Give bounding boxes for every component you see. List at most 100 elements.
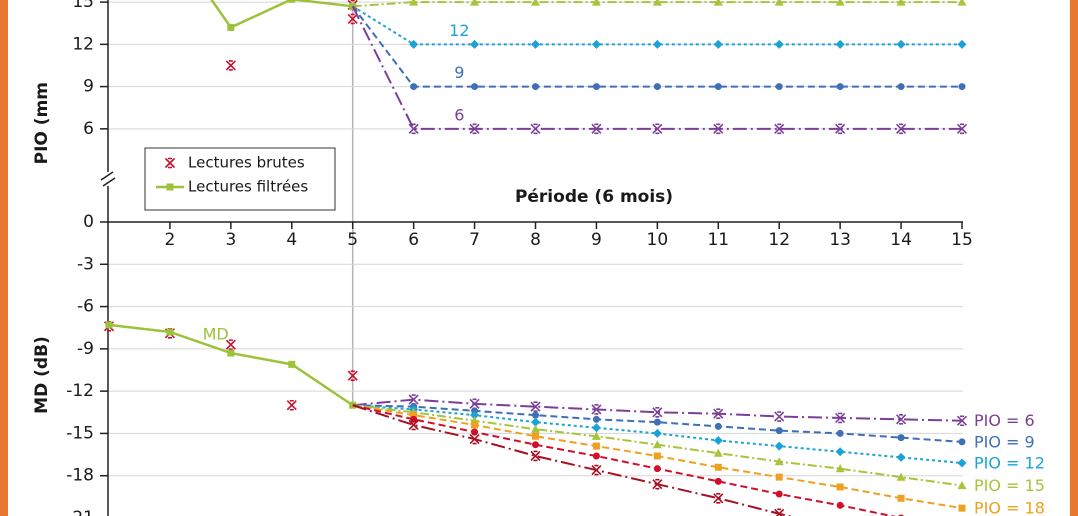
marker: [652, 478, 663, 490]
marker: [469, 398, 480, 410]
y-tick-label: 15: [72, 0, 94, 12]
series-line: [352, 398, 963, 422]
marker: [957, 481, 967, 490]
marker: [653, 418, 661, 426]
marker: [409, 0, 419, 6]
marker: [105, 321, 113, 329]
marker: [774, 508, 785, 516]
x-tick-label: 5: [347, 230, 358, 250]
marker: [774, 39, 784, 49]
marker: [409, 39, 419, 49]
marker: [166, 328, 174, 336]
marker: [532, 432, 539, 440]
series-label: 6: [454, 105, 464, 124]
series-label: 9: [454, 63, 464, 82]
marker: [896, 472, 906, 481]
y-tick-label: -6: [77, 297, 94, 317]
marker: [653, 83, 661, 91]
x-tick-label: 14: [890, 230, 912, 250]
marker: [775, 83, 783, 91]
marker: [592, 415, 600, 423]
marker: [531, 417, 540, 427]
marker: [835, 123, 846, 135]
legend-box: [144, 147, 336, 211]
x-tick-label: 15: [951, 230, 973, 250]
marker: [774, 411, 785, 422]
marker: [408, 394, 419, 405]
marker: [897, 434, 905, 442]
marker: [775, 490, 783, 498]
marker: [714, 463, 722, 471]
marker: [774, 457, 784, 466]
marker: [591, 404, 602, 415]
marker: [713, 123, 724, 135]
x-tick-label: 10: [647, 230, 669, 250]
series-label: PIO = 15: [974, 476, 1045, 495]
marker: [836, 483, 844, 491]
marker: [652, 406, 663, 418]
marker: [227, 349, 235, 357]
y-tick-label: -18: [66, 466, 94, 486]
series-line: [210, 0, 353, 30]
legend-label: Lectures filtrées: [188, 178, 308, 196]
marker: [531, 39, 540, 49]
marker: [713, 0, 723, 6]
marker: [956, 415, 968, 427]
y-tick-label: 9: [83, 77, 94, 97]
marker: [896, 452, 906, 462]
marker: [775, 473, 783, 481]
marker: [774, 0, 784, 6]
marker: [896, 123, 907, 135]
marker: [896, 39, 906, 49]
legend-label: Lectures brutes: [188, 154, 305, 172]
series-label: MD: [203, 324, 229, 343]
marker: [835, 39, 845, 49]
marker: [591, 423, 601, 433]
y-tick-label: 0: [83, 212, 94, 232]
marker: [531, 0, 540, 6]
x-tick-label: 13: [829, 230, 851, 250]
series-label: PIO = 18: [974, 499, 1045, 516]
y-axis-label: PIO (mm: [32, 82, 52, 164]
marker: [713, 448, 723, 457]
marker: [958, 438, 966, 446]
marker: [653, 465, 661, 473]
marker: [958, 504, 966, 512]
marker: [408, 419, 419, 431]
series-line: [352, 5, 962, 46]
marker: [470, 410, 480, 420]
marker: [288, 0, 296, 3]
marker: [592, 83, 600, 91]
marker: [592, 442, 600, 450]
series-label: 12: [449, 21, 469, 40]
x-tick-label: 6: [408, 230, 419, 250]
y-tick-label: -3: [77, 254, 94, 274]
marker: [835, 447, 845, 457]
marker: [591, 431, 601, 440]
marker: [530, 123, 541, 135]
series-line: [352, 404, 897, 516]
series-label: PIO = 9: [974, 432, 1035, 451]
marker: [532, 83, 539, 91]
marker: [471, 421, 479, 429]
series-line: [352, 404, 963, 465]
marker: [225, 60, 236, 71]
y-tick-label: -9: [77, 339, 94, 359]
x-tick-label: 3: [225, 230, 236, 250]
marker: [713, 408, 724, 419]
marker: [956, 123, 968, 135]
marker: [530, 401, 541, 412]
y-tick-label: -15: [66, 423, 94, 443]
marker: [897, 83, 905, 91]
marker: [897, 494, 905, 502]
marker: [714, 83, 722, 91]
marker: [347, 13, 358, 25]
marker: [652, 0, 662, 6]
marker: [713, 435, 723, 445]
marker: [532, 441, 539, 449]
marker: [775, 427, 783, 435]
marker: [408, 123, 419, 135]
series-line: [352, 404, 963, 443]
marker: [835, 0, 845, 6]
